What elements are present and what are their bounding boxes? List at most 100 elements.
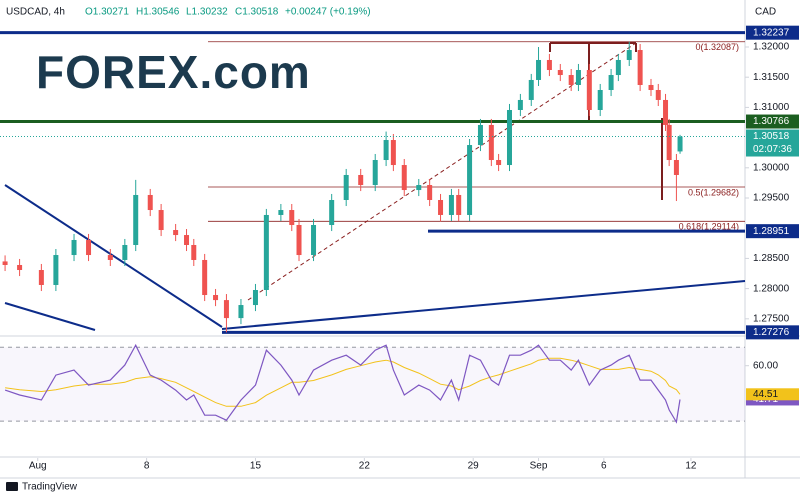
candle-body <box>358 174 364 186</box>
candle-body <box>438 199 444 215</box>
candle-body <box>147 194 153 211</box>
candle-body <box>213 295 219 301</box>
rsi-tick-label: 60.00 <box>753 360 778 371</box>
candle-body <box>390 140 396 166</box>
candle-body <box>496 160 502 166</box>
candle-body <box>506 109 512 166</box>
y-tick-label: 1.29500 <box>753 193 790 204</box>
rsi-value-label: 44.51 <box>753 389 778 400</box>
y-tick-label: 1.31000 <box>753 102 790 113</box>
candle-body <box>677 136 683 152</box>
trendline <box>221 280 746 330</box>
currency: CAD <box>755 7 776 18</box>
candle-body <box>615 59 621 76</box>
tv-logo <box>6 482 18 491</box>
candle-body <box>456 194 462 215</box>
candle-body <box>477 124 483 146</box>
candle-body <box>263 214 269 290</box>
candle-body <box>2 261 8 265</box>
level-label: 1.28951 <box>753 226 790 237</box>
candle-body <box>557 70 563 76</box>
candle-body <box>122 244 128 260</box>
candle-body <box>666 124 672 161</box>
candle-body <box>289 210 295 226</box>
candle-body <box>311 225 317 256</box>
candle-body <box>528 79 534 100</box>
symbol: USDCAD, 4h <box>6 7 65 18</box>
x-tick-label: 8 <box>144 461 150 472</box>
last-price-label: 1.30518 <box>753 131 790 142</box>
candle-body <box>372 160 378 186</box>
candle-body <box>608 75 614 91</box>
candle-body <box>133 194 139 245</box>
y-tick-label: 1.28500 <box>753 253 790 264</box>
x-tick-label: 29 <box>468 461 480 472</box>
candle-body <box>53 255 59 285</box>
trendline <box>4 302 96 331</box>
logo: FOREX.com <box>36 46 311 98</box>
candle-body <box>448 194 454 215</box>
candle-body <box>296 225 302 256</box>
level-box <box>746 25 799 40</box>
last-price-box <box>746 129 799 157</box>
y-tick-label: 1.31500 <box>753 72 790 83</box>
footer: TradingView <box>22 482 78 493</box>
candle-body <box>655 90 661 100</box>
candle-body <box>17 264 23 271</box>
x-tick-label: 12 <box>685 461 697 472</box>
countdown: 02:07:36 <box>753 144 792 155</box>
level-label: 1.32237 <box>753 27 790 38</box>
candle-body <box>252 289 258 306</box>
candle-body <box>626 50 632 60</box>
ohlc-low: L1.30232 <box>186 7 228 18</box>
y-tick-label: 1.32000 <box>753 42 790 53</box>
x-tick-label: Sep <box>530 461 548 472</box>
candle-body <box>86 239 92 256</box>
candle-body <box>158 210 164 231</box>
rsi-line <box>4 343 681 424</box>
candle-body <box>191 244 197 260</box>
candle-body <box>467 145 473 215</box>
candle-body <box>107 255 113 260</box>
candle-body <box>383 140 389 161</box>
candle-body <box>575 70 581 85</box>
trendline <box>4 184 223 328</box>
fib-label: 0.5(1.29682) <box>688 187 739 197</box>
ohlc-high: H1.30546 <box>136 7 180 18</box>
candle-body <box>223 300 229 319</box>
candle-body <box>329 199 335 226</box>
candle-body <box>416 185 422 191</box>
x-tick-label: Aug <box>29 461 47 472</box>
candle-body <box>184 235 190 245</box>
level-label: 1.27276 <box>753 327 790 338</box>
change: +0.00247 (+0.19%) <box>285 7 371 18</box>
candle-body <box>663 99 669 125</box>
candle-body <box>488 124 494 161</box>
y-tick-label: 1.30000 <box>753 162 790 173</box>
candle-body <box>637 50 643 85</box>
candle-body <box>568 75 574 85</box>
candle-body <box>173 230 179 236</box>
y-tick-label: 1.27500 <box>753 313 790 324</box>
level-box <box>746 114 799 129</box>
candle-body <box>401 165 407 191</box>
x-tick-label: 6 <box>601 461 607 472</box>
level-box <box>746 325 799 340</box>
candle-body <box>517 99 523 110</box>
ohlc-close: C1.30518 <box>235 7 279 18</box>
x-tick-label: 15 <box>250 461 262 472</box>
level-label: 1.30766 <box>753 116 790 127</box>
candle-body <box>427 185 433 200</box>
candle-body <box>343 174 349 200</box>
candle-body <box>202 259 208 296</box>
ohlc-open: O1.30271 <box>85 7 129 18</box>
candle-body <box>238 305 244 319</box>
candle-body <box>673 160 679 175</box>
fib-label: 0(1.32087) <box>695 42 739 52</box>
fib-label: 0.618(1.29114) <box>679 222 739 232</box>
candle-body <box>597 90 603 110</box>
candle-body <box>278 210 284 215</box>
candle-body <box>546 59 552 71</box>
